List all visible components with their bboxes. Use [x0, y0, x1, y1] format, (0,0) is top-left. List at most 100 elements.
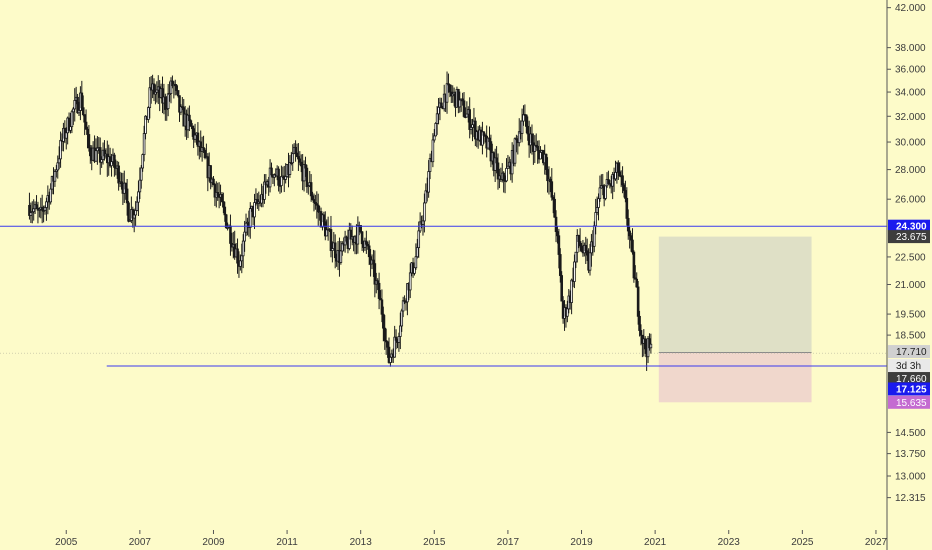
candle — [53, 169, 57, 187]
profit-zone[interactable] — [658, 236, 812, 353]
candle — [196, 122, 200, 156]
candle — [634, 265, 637, 280]
candle — [648, 333, 651, 351]
price-tick-label: 26.000 — [895, 195, 926, 206]
candle — [193, 123, 197, 143]
candle — [526, 116, 530, 141]
candle — [617, 160, 620, 180]
candle — [138, 167, 142, 200]
candle — [73, 88, 77, 122]
candle — [188, 105, 191, 132]
candle — [148, 77, 152, 119]
candle — [110, 153, 113, 177]
candle — [155, 81, 159, 103]
candle — [248, 202, 252, 239]
stop-price-tag[interactable]: 15.635 — [888, 395, 930, 409]
candle — [199, 130, 203, 158]
entry-price-tag[interactable]: 17.710 — [888, 345, 930, 359]
candle — [176, 90, 180, 98]
candle — [87, 125, 91, 152]
candle — [604, 185, 607, 201]
price-tick-label: 36.000 — [895, 65, 926, 76]
candle — [448, 83, 452, 98]
candle — [30, 201, 34, 224]
time-tick-label: 2017 — [497, 537, 520, 548]
candle — [636, 281, 640, 325]
candle — [550, 168, 554, 201]
candle — [575, 229, 579, 263]
candle — [387, 337, 391, 364]
price-tick-label: 42.000 — [895, 3, 926, 14]
candle — [624, 180, 627, 203]
candle — [621, 166, 624, 194]
candle — [253, 193, 256, 230]
candle — [377, 272, 381, 310]
candle — [270, 162, 273, 177]
resistance-price-tag[interactable]: 24.300 — [888, 219, 930, 233]
candle — [322, 211, 326, 226]
candle — [86, 126, 89, 149]
candle — [57, 146, 61, 170]
candle — [639, 324, 643, 346]
candle — [38, 207, 41, 218]
svg-text:24.300: 24.300 — [896, 222, 927, 233]
candle — [309, 174, 313, 202]
candle — [481, 121, 484, 155]
candle — [294, 140, 297, 162]
candle — [142, 125, 146, 162]
candle — [649, 333, 653, 354]
support-price-tag[interactable]: 17.125 — [888, 382, 930, 396]
time-tick-label: 2013 — [350, 537, 373, 548]
price-tick-label: 14.500 — [895, 428, 926, 439]
time-axis[interactable]: 2005 2007 2009 2011 2013 2015 2017 2019 2021 2023… — [55, 530, 888, 548]
candle — [340, 241, 344, 256]
countdown-tag[interactable]: 3d 3h — [888, 359, 930, 373]
candle — [469, 118, 473, 135]
candle — [622, 182, 626, 198]
candle — [212, 176, 215, 186]
time-tick-label: 2007 — [129, 537, 152, 548]
candle — [506, 155, 510, 169]
candle — [141, 153, 144, 172]
candle — [462, 92, 466, 118]
candle — [380, 289, 384, 323]
candle — [432, 128, 436, 143]
candle — [108, 147, 112, 168]
loss-zone[interactable] — [658, 352, 812, 403]
candle — [40, 194, 44, 224]
candle — [530, 124, 534, 155]
candle — [471, 118, 474, 142]
candle — [135, 196, 139, 212]
candle — [631, 228, 634, 255]
candle — [421, 215, 425, 236]
candle — [440, 97, 443, 108]
candle — [365, 230, 368, 254]
target-price-tag[interactable]: 23.675 — [888, 230, 930, 244]
candle — [311, 191, 314, 201]
price-tick-label: 32.000 — [895, 112, 926, 123]
candle — [117, 161, 120, 191]
candle — [399, 312, 402, 350]
candle — [379, 290, 382, 301]
candle — [32, 199, 35, 221]
candle — [314, 194, 317, 210]
candle — [502, 171, 505, 193]
candle — [389, 356, 392, 367]
candle — [416, 238, 419, 259]
time-tick-label: 2011 — [276, 537, 298, 548]
candle — [435, 106, 439, 135]
candle — [437, 98, 440, 125]
candle — [50, 175, 54, 195]
candle — [175, 84, 178, 95]
candle — [113, 152, 116, 177]
candle — [629, 232, 633, 252]
candle — [280, 165, 283, 193]
candle — [574, 251, 578, 269]
candle — [451, 85, 455, 103]
last-price-tag[interactable]: 17.660 — [888, 372, 930, 386]
price-axis[interactable]: 42.000 38.000 36.000 34.000 32.000 30.000 28.0… — [886, 0, 926, 550]
price-tick-label: 34.000 — [895, 88, 926, 99]
candle — [359, 225, 362, 234]
